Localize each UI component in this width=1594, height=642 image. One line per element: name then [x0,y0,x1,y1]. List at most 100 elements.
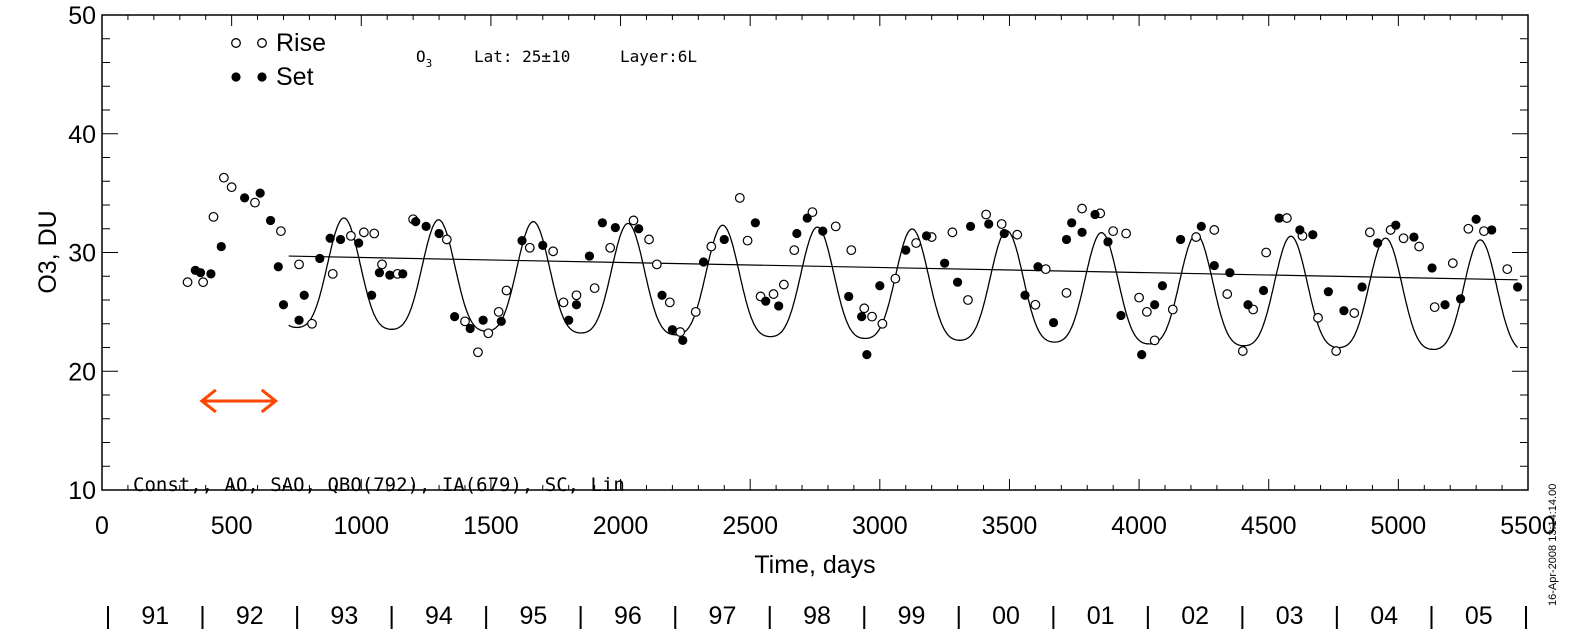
x-tick-label: 500 [211,512,253,540]
year-separator: | [483,602,490,630]
series-set-points [190,188,1523,360]
set-point [411,217,421,227]
x-tick-label: 5000 [1371,512,1427,540]
set-point [538,240,548,250]
set-point [1103,237,1113,247]
set-point [206,269,216,279]
rise-point [1141,306,1152,317]
set-point [750,218,760,228]
rise-point [1364,227,1375,238]
x-tick-label: 3500 [982,512,1038,540]
rise-point [524,242,535,253]
set-point [984,219,994,229]
rise-point [1479,226,1489,237]
set-point [299,290,309,300]
set-point [278,300,289,310]
legend: Rise Set [231,29,326,91]
rise-point [1463,223,1474,234]
rise-point [483,328,494,339]
set-point [1409,232,1419,242]
x-tick-label: 4500 [1241,512,1297,540]
axis-ticks [101,14,1529,491]
rise-point [1077,203,1087,214]
title-latitude: Lat: 25±10 [474,47,570,66]
rise-point [628,215,639,226]
rise-point [1134,292,1144,303]
rise-point [1167,304,1178,315]
year-label: 03 [1276,602,1304,630]
rise-point [198,277,209,288]
year-label: 04 [1370,602,1398,630]
rise-point [275,226,286,237]
orange-double-arrow [199,388,279,414]
year-separator: | [199,602,206,630]
set-point [1137,350,1147,360]
rise-point [1040,264,1051,275]
rise-point [1429,302,1440,313]
rise-point [867,311,877,322]
set-point [857,312,867,322]
x-axis-label: Time, days [754,551,875,579]
set-point [1157,281,1168,291]
set-point [335,234,346,245]
rise-point [1313,312,1323,323]
set-point [496,316,506,326]
set-point [273,262,283,272]
rise-point [294,259,304,270]
year-separator: | [1523,602,1530,630]
year-separator: | [956,602,963,630]
rise-point [327,268,338,279]
set-point [1391,220,1401,230]
rise-point [1261,247,1272,258]
set-point [1513,282,1523,292]
set-point [1357,282,1367,292]
x-tick-label: 5500 [1500,512,1556,540]
rise-point [947,227,958,238]
set-point [265,215,276,226]
set-point [1150,300,1160,310]
fit-curve [288,217,1519,351]
arrow-head-right [260,388,279,414]
x-tick-label: 4000 [1111,512,1167,540]
rise-point [1447,258,1458,269]
set-point [940,258,950,268]
rise-point [690,306,701,317]
rise-point [1061,287,1072,298]
rise-point [605,242,616,253]
rise-point [226,182,237,193]
set-point [385,270,395,280]
set-point [965,221,976,231]
x-tick-label: 2500 [722,512,778,540]
rise-point [558,297,569,308]
title-species-subscript: 3 [426,57,433,70]
y-tick-label: 50 [68,2,96,30]
year-separator: | [577,602,584,630]
rise-point [651,259,662,270]
legend-rise-marker-1 [231,38,241,48]
set-point [315,253,325,264]
set-point [195,268,206,278]
rise-point [890,273,901,284]
set-point [1487,225,1497,235]
year-separator: | [1050,602,1057,630]
title-species: O3 [416,47,432,70]
set-point [1455,294,1466,304]
set-point [1067,218,1077,228]
year-label: 92 [236,602,264,630]
year-label: 97 [709,602,737,630]
rise-point [250,197,260,208]
rise-point [571,290,582,301]
year-label: 02 [1181,602,1209,630]
title-layer: Layer:6L [620,47,697,66]
rise-point [369,228,380,239]
set-point [1209,260,1219,271]
set-point [421,221,431,231]
set-point [862,350,872,360]
year-label: 94 [425,602,453,630]
set-point [465,323,475,334]
set-point [564,315,574,325]
set-point [999,228,1009,239]
set-point [1077,227,1087,237]
rise-point [377,259,387,270]
y-axis-label: O3, DU [34,210,62,293]
